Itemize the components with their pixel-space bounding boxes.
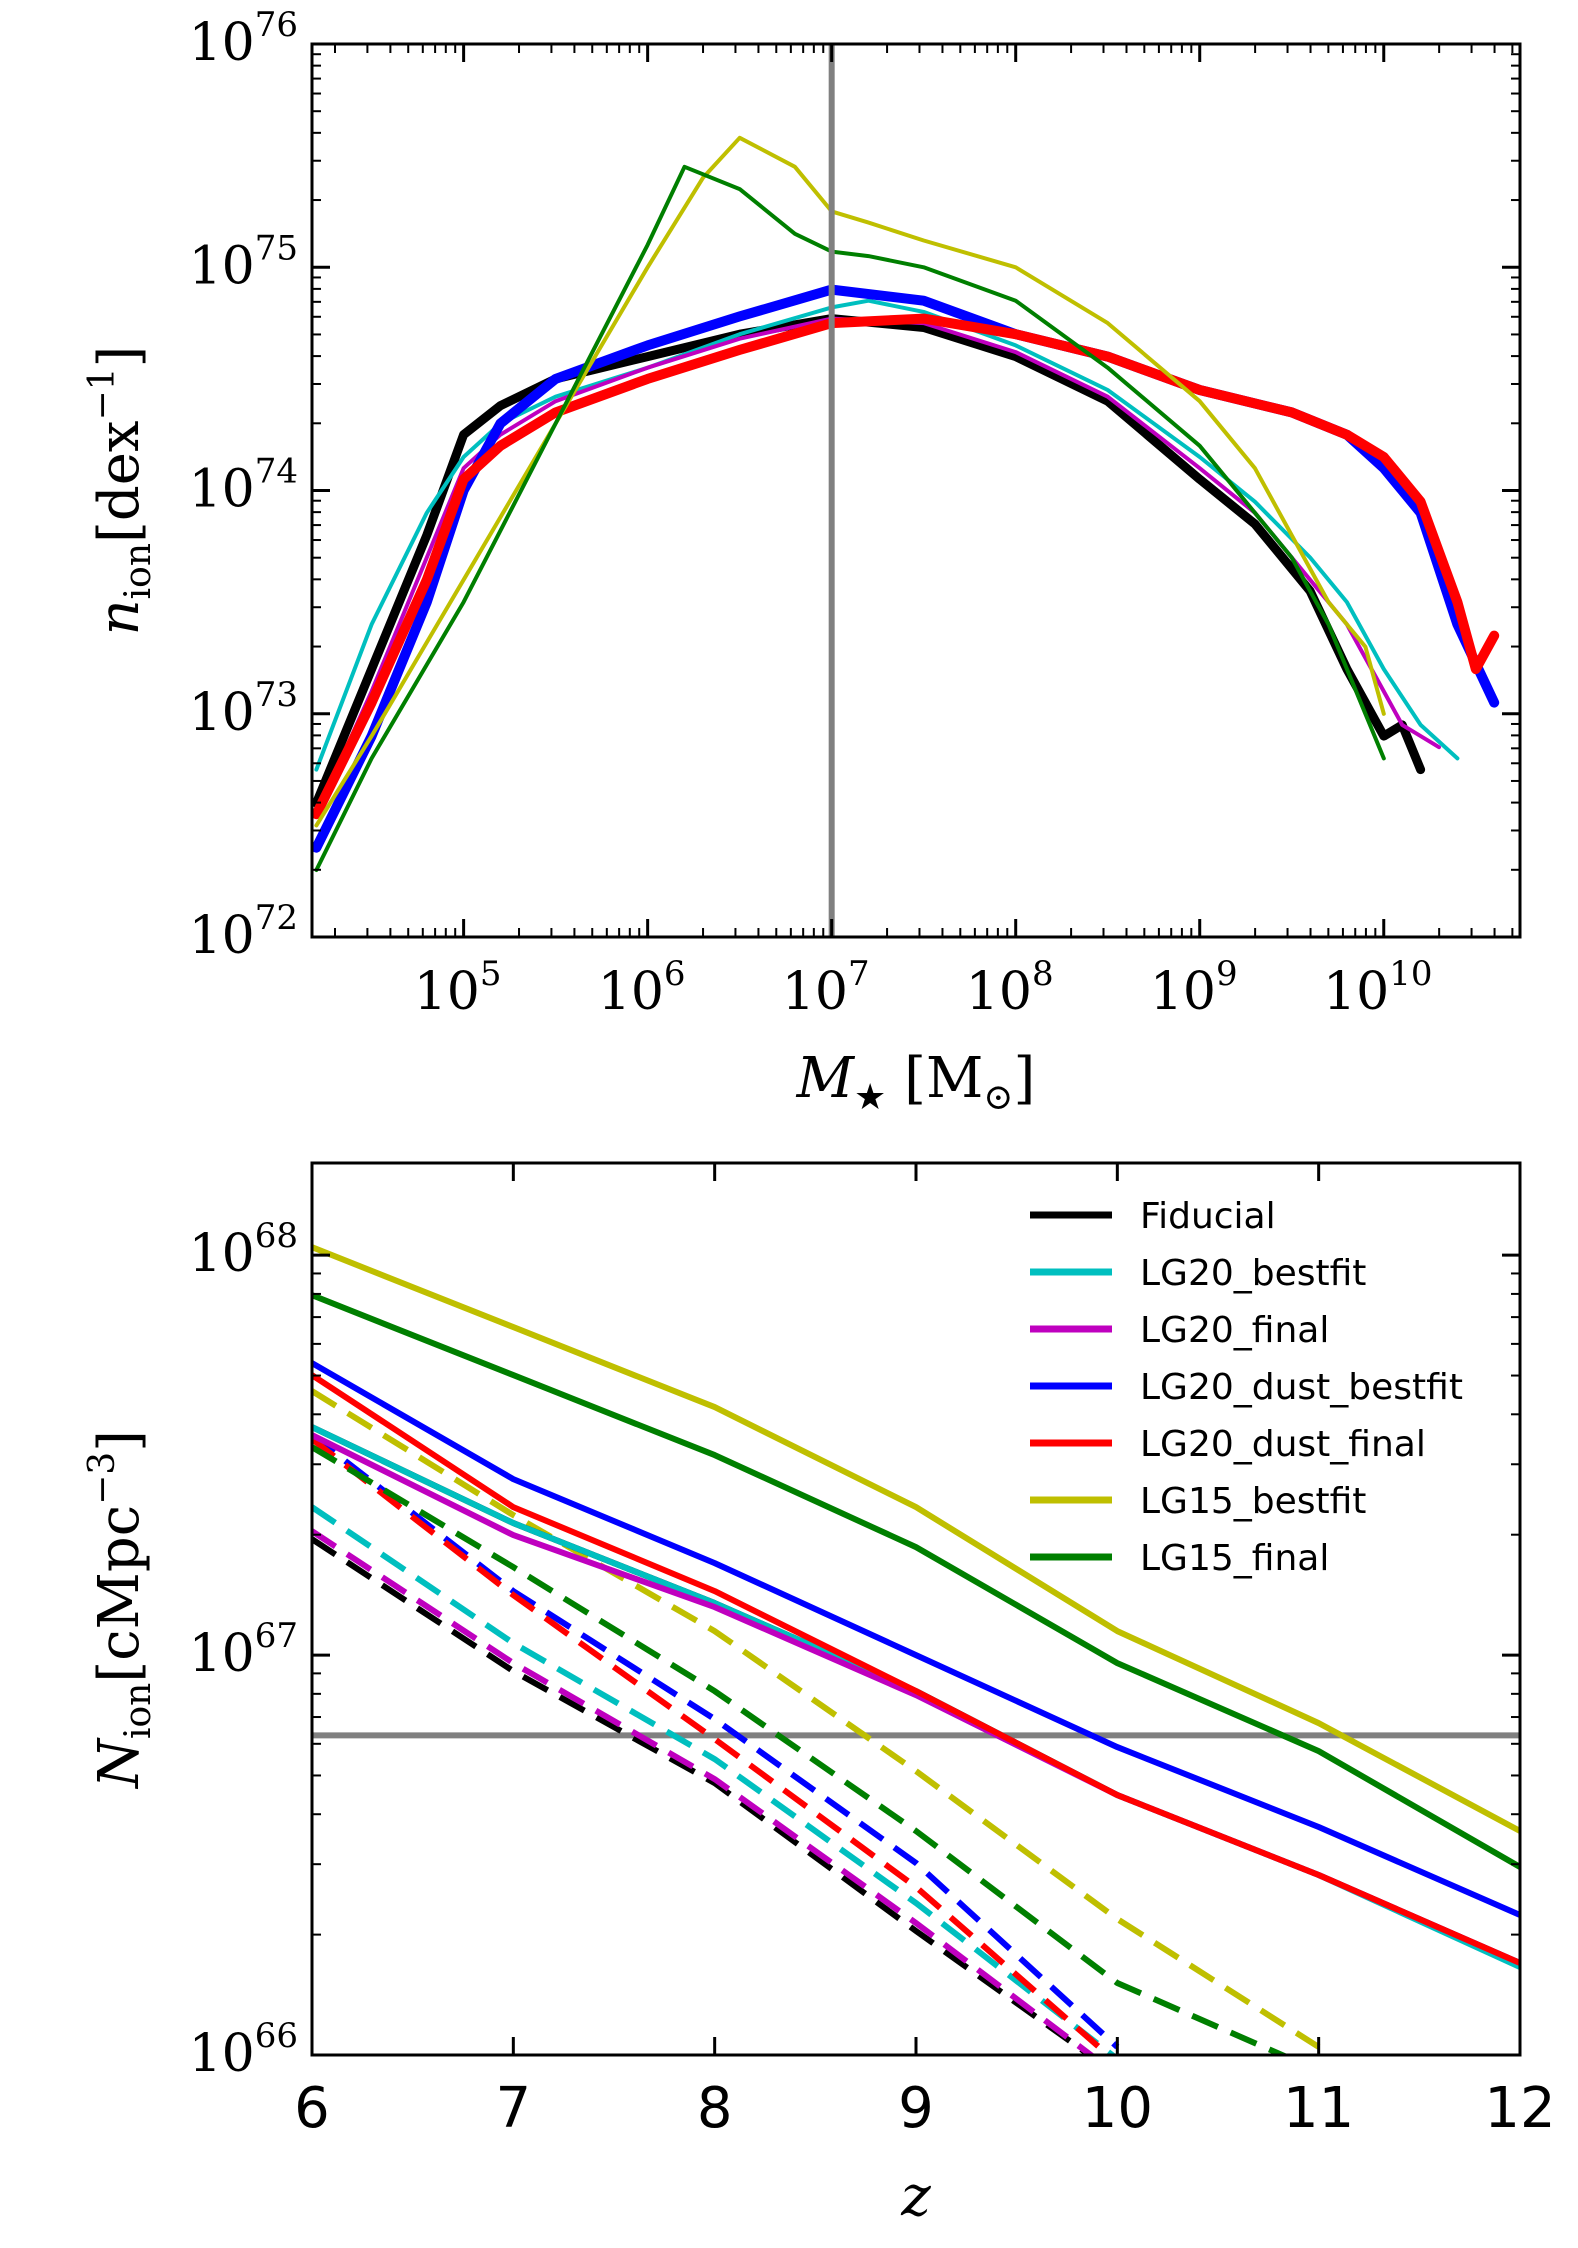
legend-label: LG20_final — [1140, 1310, 1329, 1351]
top-xtick-label: 108 — [966, 954, 1054, 1022]
legend-label: Fiducial — [1140, 1196, 1276, 1237]
legend-label: LG20_bestfit — [1140, 1253, 1366, 1294]
bottom-ytick-label: 1066 — [189, 2016, 298, 2084]
bottom-x-axis-label: z — [900, 2164, 931, 2229]
bottom-series-dashed-LG20_bestfit — [312, 1504, 1118, 2055]
legend-label: LG15_final — [1140, 1538, 1329, 1579]
top-xtick-label: 1010 — [1323, 954, 1432, 1022]
bottom-xtick-label: 11 — [1283, 2076, 1354, 2141]
bottom-series-dashed-LG20_final — [312, 1528, 1096, 2055]
top-xtick-label: 106 — [598, 954, 686, 1022]
top-series-line-LG20_dust_final — [312, 313, 1500, 820]
top-series-group — [312, 44, 1500, 937]
top-series-line-LG15_bestfit — [314, 135, 1386, 828]
top-series-line-LG20_bestfit — [314, 298, 1460, 772]
top-series-line-Fiducial — [312, 314, 1426, 808]
panel-bottom: 1066 1067 1068 6 7 8 9 10 11 12 z Nion[cMpc−3] Fiduc… — [82, 1161, 1556, 2229]
bottom-series-dashed-LG20_dust_bestfit — [312, 1432, 1120, 2050]
top-xtick-label: 109 — [1150, 954, 1238, 1022]
top-ytick-label: 1073 — [189, 675, 298, 743]
top-xtick-label: 107 — [782, 954, 870, 1022]
bottom-ytick-label: 1067 — [189, 1616, 298, 1684]
legend: Fiducial LG20_bestfit LG20_final LG20_dust_… — [1030, 1196, 1463, 1579]
bottom-xtick-label: 10 — [1082, 2076, 1153, 2141]
top-ytick-label: 1076 — [189, 5, 298, 73]
top-axes-frame — [310, 42, 1522, 939]
top-ytick-label: 1075 — [189, 228, 298, 296]
top-series-line-LG20_final — [314, 316, 1441, 817]
legend-label: LG20_dust_final — [1140, 1424, 1426, 1465]
bottom-series-solid-LG20_dust_final — [312, 1372, 1520, 1966]
bottom-series-dashed-Fiducial — [312, 1536, 1095, 2055]
bottom-xtick-label: 12 — [1484, 2076, 1555, 2141]
top-xtick-label: 105 — [414, 954, 502, 1022]
bottom-series-dashed-LG20_dust_final — [312, 1436, 1113, 2055]
bottom-series-dashed-LG15_final — [312, 1444, 1290, 2055]
bottom-series-group — [312, 1244, 1520, 2055]
legend-label: LG20_dust_bestfit — [1140, 1367, 1463, 1408]
bottom-series-dashed-LG15_bestfit — [312, 1388, 1321, 2050]
bottom-y-axis-label: Nion[cMpc−3] — [82, 1430, 159, 1790]
top-series-line-LG15_final — [314, 164, 1386, 872]
bottom-series-solid-LG15_final — [312, 1292, 1520, 1870]
bottom-xtick-label: 8 — [697, 2076, 733, 2141]
legend-label: LG15_bestfit — [1140, 1481, 1366, 1522]
bottom-series-solid-LG15_bestfit — [312, 1244, 1520, 1834]
bottom-series-solid-LG20_dust_bestfit — [312, 1360, 1520, 1918]
top-ytick-label: 1072 — [189, 898, 298, 966]
top-y-axis-label: nion[dex−1] — [82, 346, 159, 636]
top-ytick-label: 1074 — [189, 452, 298, 520]
bottom-xtick-label: 9 — [898, 2076, 934, 2141]
top-x-axis-label: M★ [M⊙] — [796, 1046, 1036, 1118]
bottom-ytick-label: 1068 — [189, 1216, 298, 1284]
panel-top: 1072 1073 1074 1075 1076 105 106 107 108 109 1010 M… — [82, 5, 1522, 1118]
bottom-xtick-label: 6 — [294, 2076, 330, 2141]
bottom-xtick-label: 7 — [496, 2076, 532, 2141]
